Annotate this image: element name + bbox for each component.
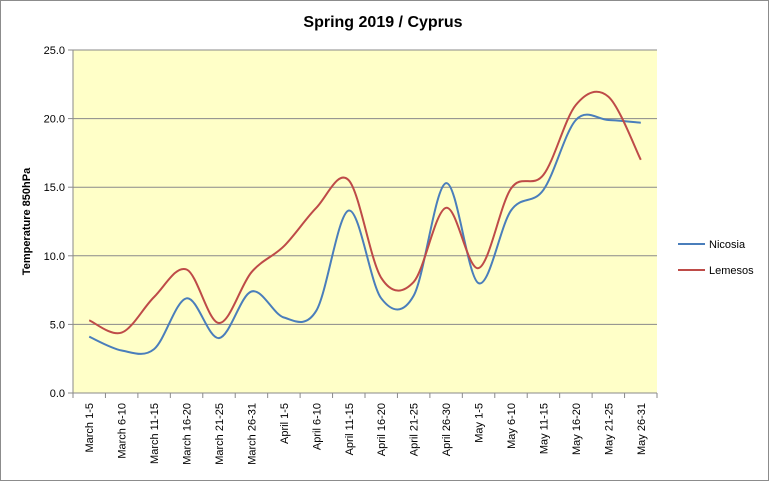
y-tick-label: 5.0 (50, 319, 65, 331)
plot-area (73, 50, 657, 393)
x-tick-label: May 16-20 (571, 403, 583, 455)
x-tick-label: May 6-10 (506, 403, 518, 449)
x-tick-label: March 16-20 (182, 403, 194, 465)
legend: Nicosia Lemesos (678, 239, 754, 277)
y-tick-label: 20.0 (44, 114, 65, 126)
chart-title: Spring 2019 / Cyprus (303, 14, 462, 31)
x-tick-label: April 6-10 (311, 403, 323, 450)
y-tick-label: 25.0 (44, 45, 65, 57)
x-axis-ticks: March 1-5 March 6-10 March 11-15 March 16-2… (84, 403, 648, 465)
legend-label-lemesos: Lemesos (709, 265, 754, 277)
y-tick-label: 0.0 (50, 388, 65, 400)
x-tick-label: May 1-5 (474, 403, 486, 443)
x-tick-label: April 21-25 (409, 403, 421, 456)
legend-label-nicosia: Nicosia (709, 239, 746, 251)
x-tick-label: April 1-5 (279, 403, 291, 444)
x-tick-label: March 26-31 (246, 403, 258, 465)
x-tick-label: March 11-15 (149, 403, 161, 464)
x-tick-label: March 1-5 (84, 403, 96, 453)
x-tick-label: March 21-25 (214, 403, 226, 465)
series-line-lemesos (88, 90, 642, 335)
y-tick-label: 15.0 (44, 182, 65, 194)
y-axis-label: Temperature 850hPa (21, 167, 33, 275)
series-line-nicosia (88, 113, 641, 355)
x-tick-label: April 16-20 (376, 403, 388, 456)
x-tick-label: May 26-31 (636, 403, 648, 455)
series-lines (88, 90, 642, 355)
x-tick-label: April 26-30 (441, 403, 453, 456)
x-tick-label: May 11-15 (538, 403, 550, 454)
y-tick-label: 10.0 (44, 251, 65, 263)
gridlines (68, 49, 658, 398)
x-tick-label: May 21-25 (603, 403, 615, 455)
x-tick-label: April 11-15 (344, 403, 356, 455)
x-tick-label: March 6-10 (117, 403, 129, 459)
y-axis-ticks: 0.0 5.0 10.0 15.0 20.0 25.0 (44, 45, 65, 400)
